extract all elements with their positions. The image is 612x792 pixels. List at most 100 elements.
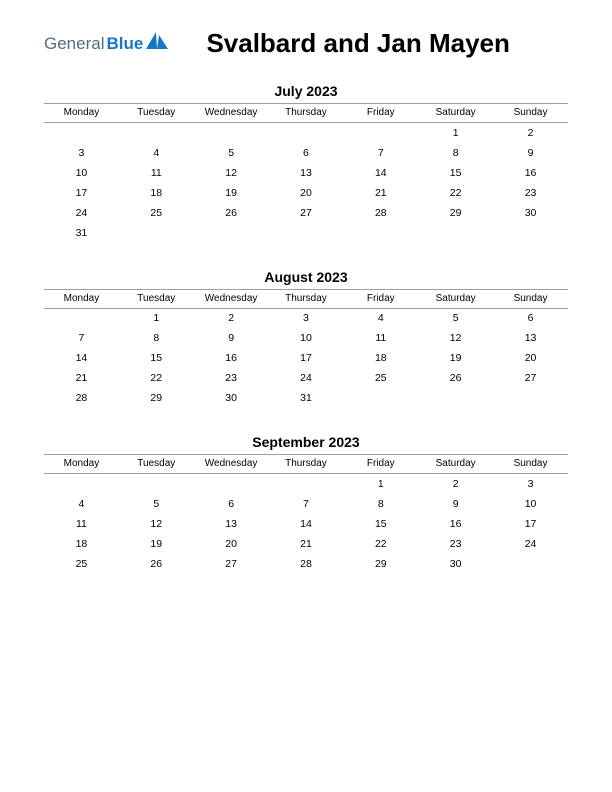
calendar-cell: 19 (194, 183, 269, 203)
calendar-cell (44, 123, 119, 143)
calendar-cell: 27 (269, 203, 344, 223)
calendar-cell (493, 554, 568, 574)
calendar-cell: 3 (493, 474, 568, 494)
calendar-row: 78910111213 (44, 328, 568, 348)
month-august: August 2023 Monday Tuesday Wednesday Thu… (44, 263, 568, 409)
calendar-row: 11121314151617 (44, 514, 568, 534)
calendar-row: 18192021222324 (44, 534, 568, 554)
calendar-cell: 17 (44, 183, 119, 203)
calendar-cell: 24 (269, 368, 344, 388)
calendar-cell: 28 (269, 554, 344, 574)
calendar-cell: 31 (44, 223, 119, 243)
day-header: Sunday (493, 455, 568, 474)
calendar-cell: 4 (44, 494, 119, 514)
calendar-cell: 29 (418, 203, 493, 223)
day-header: Tuesday (119, 455, 194, 474)
calendar-cell: 8 (119, 328, 194, 348)
calendar-cell: 11 (44, 514, 119, 534)
calendar-cell: 7 (343, 143, 418, 163)
calendar-cell (44, 474, 119, 494)
calendar-cell: 7 (269, 494, 344, 514)
calendar-row: 14151617181920 (44, 348, 568, 368)
calendar-cell: 2 (418, 474, 493, 494)
calendar-table: Monday Tuesday Wednesday Thursday Friday… (44, 289, 568, 409)
calendar-cell: 15 (418, 163, 493, 183)
calendar-body-august: 1234567891011121314151617181920212223242… (44, 308, 568, 408)
calendar-cell: 4 (343, 308, 418, 328)
calendar-row: 31 (44, 223, 568, 243)
calendar-row: 24252627282930 (44, 203, 568, 223)
day-header: Thursday (269, 455, 344, 474)
calendar-cell (119, 123, 194, 143)
calendar-row: 123 (44, 474, 568, 494)
calendar-cell: 11 (343, 328, 418, 348)
calendar-cell: 8 (418, 143, 493, 163)
calendar-cell: 15 (119, 348, 194, 368)
calendar-cell: 29 (119, 388, 194, 408)
calendar-cell (269, 474, 344, 494)
calendar-cell: 27 (194, 554, 269, 574)
calendar-cell: 14 (44, 348, 119, 368)
calendar-cell: 23 (194, 368, 269, 388)
calendar-cell: 6 (493, 308, 568, 328)
calendar-body-september: 1234567891011121314151617181920212223242… (44, 474, 568, 574)
page-title: Svalbard and Jan Mayen (148, 28, 568, 59)
calendar-cell: 7 (44, 328, 119, 348)
month-september: September 2023 Monday Tuesday Wednesday … (44, 428, 568, 574)
day-header: Thursday (269, 104, 344, 123)
calendar-cell: 6 (269, 143, 344, 163)
calendar-cell: 26 (194, 203, 269, 223)
month-title: August 2023 (44, 263, 568, 289)
calendar-cell: 5 (418, 308, 493, 328)
calendar-cell: 1 (119, 308, 194, 328)
calendar-cell: 22 (119, 368, 194, 388)
calendar-row: 10111213141516 (44, 163, 568, 183)
calendar-cell: 17 (269, 348, 344, 368)
calendar-cell: 2 (493, 123, 568, 143)
day-header: Saturday (418, 289, 493, 308)
calendar-cell: 21 (269, 534, 344, 554)
calendar-cell: 3 (269, 308, 344, 328)
calendar-cell: 22 (418, 183, 493, 203)
calendar-cell (418, 388, 493, 408)
calendar-cell (493, 223, 568, 243)
calendar-cell: 12 (418, 328, 493, 348)
day-header: Wednesday (194, 455, 269, 474)
calendar-cell: 12 (194, 163, 269, 183)
calendar-cell: 20 (269, 183, 344, 203)
calendar-cell: 19 (418, 348, 493, 368)
calendar-cell: 9 (418, 494, 493, 514)
calendar-row: 28293031 (44, 388, 568, 408)
calendar-cell: 12 (119, 514, 194, 534)
calendar-cell: 27 (493, 368, 568, 388)
calendar-cell: 13 (269, 163, 344, 183)
calendar-cell (194, 123, 269, 143)
calendar-cell: 24 (44, 203, 119, 223)
calendar-cell: 17 (493, 514, 568, 534)
calendar-cell: 30 (418, 554, 493, 574)
calendar-cell (119, 223, 194, 243)
calendar-cell (119, 474, 194, 494)
month-title: July 2023 (44, 77, 568, 103)
calendar-cell: 9 (194, 328, 269, 348)
day-header: Wednesday (194, 104, 269, 123)
day-header: Friday (343, 455, 418, 474)
calendar-cell (194, 223, 269, 243)
day-header: Tuesday (119, 289, 194, 308)
calendar-cell: 21 (44, 368, 119, 388)
calendar-cell: 14 (343, 163, 418, 183)
calendar-row: 123456 (44, 308, 568, 328)
calendar-cell: 10 (493, 494, 568, 514)
calendar-cell: 5 (119, 494, 194, 514)
day-header: Monday (44, 455, 119, 474)
day-header: Sunday (493, 289, 568, 308)
calendar-cell: 16 (194, 348, 269, 368)
calendar-cell: 30 (194, 388, 269, 408)
calendar-cell (269, 223, 344, 243)
calendar-cell: 18 (119, 183, 194, 203)
day-header: Monday (44, 289, 119, 308)
calendar-row: 12 (44, 123, 568, 143)
month-title: September 2023 (44, 428, 568, 454)
month-july: July 2023 Monday Tuesday Wednesday Thurs… (44, 77, 568, 243)
calendar-cell: 16 (418, 514, 493, 534)
